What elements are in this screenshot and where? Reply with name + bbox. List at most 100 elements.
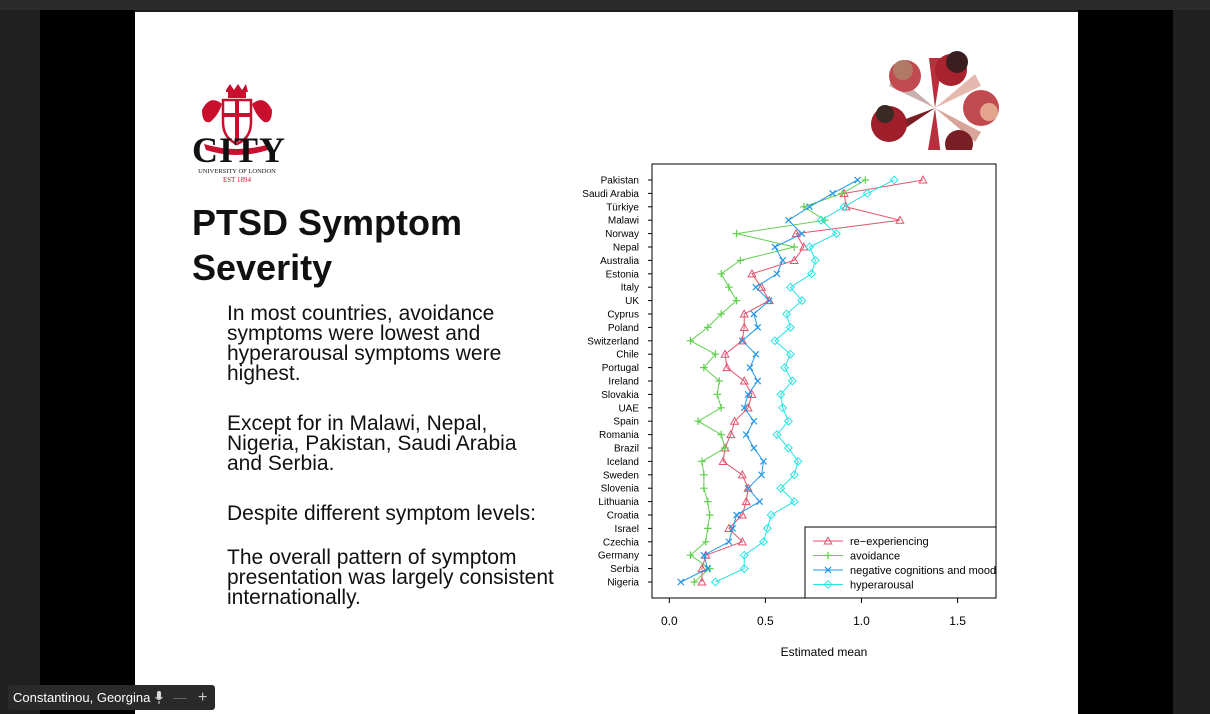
point-avoidance-portugal (700, 363, 708, 372)
point-negative-cognitions-and-mood-brazil (750, 444, 758, 452)
point-hyperarousal-poland (785, 322, 795, 332)
point-re-experiencing-uk (764, 295, 774, 305)
y-tick-label-chile: Chile (616, 350, 639, 361)
point-avoidance-romania (717, 430, 725, 439)
slide-title: PTSD Symptom Severity (192, 200, 522, 290)
point-hyperarousal-pakistan (889, 175, 899, 185)
point-avoidance-croatia (705, 511, 714, 519)
point-re-experiencing-lithuania (741, 496, 751, 506)
legend-marker-re-experiencing (823, 536, 833, 545)
point-re-experiencing-israel (724, 523, 734, 532)
point-negative-cognitions-and-mood-switzerland (738, 337, 746, 345)
point-hyperarousal-ireland (787, 376, 797, 386)
point-negative-cognitions-and-mood-nigeria (677, 578, 685, 586)
point-re-experiencing-malawi (895, 215, 905, 224)
point-negative-cognitions-and-mood-italy (752, 283, 760, 291)
y-tick-label-pakistan: Pakistan (601, 176, 639, 187)
legend-marker-negative-cognitions-and-mood (824, 566, 832, 574)
point-hyperarousal-uae (778, 403, 788, 413)
point-negative-cognitions-and-mood-poland (754, 323, 762, 331)
point-re-experiencing-slovakia (747, 389, 757, 398)
minimize-icon[interactable]: — (173, 689, 187, 705)
point-hyperarousal-brazil (783, 443, 793, 453)
plus-icon[interactable]: + (198, 689, 208, 706)
legend-label-hyperarousal: hyperarousal (850, 580, 914, 592)
legend: re−experiencing avoidance negative cogniti… (804, 526, 997, 599)
y-tick-label-switzerland: Switzerland (587, 336, 639, 347)
point-avoidance-australia (736, 256, 745, 265)
point-negative-cognitions-and-mood-t-rkiye (806, 203, 814, 211)
point-re-experiencing-switzerland (737, 335, 747, 345)
logo-wordmark: CITY (192, 130, 287, 170)
point-re-experiencing-pakistan (918, 175, 928, 184)
point-hyperarousal-nepal (805, 242, 815, 252)
point-hyperarousal-cyprus (782, 309, 792, 319)
y-tick-label-croatia: Croatia (607, 511, 640, 522)
point-negative-cognitions-and-mood-serbia (704, 565, 712, 573)
point-negative-cognitions-and-mood-iceland (759, 457, 767, 465)
point-hyperarousal-romania (772, 430, 782, 440)
point-negative-cognitions-and-mood-czechia (725, 538, 733, 546)
x-tick-label: 1.5 (949, 614, 966, 628)
point-negative-cognitions-and-mood-croatia (733, 511, 741, 519)
y-tick-label-czechia: Czechia (603, 537, 640, 548)
point-hyperarousal-portugal (780, 363, 790, 373)
x-tick-label: 0.5 (757, 614, 774, 628)
y-tick-label-iceland: Iceland (607, 457, 639, 468)
point-avoidance-uae (717, 404, 725, 412)
point-avoidance-sweden (700, 471, 708, 479)
point-re-experiencing-croatia (737, 510, 747, 519)
point-avoidance-switzerland (686, 337, 695, 345)
point-negative-cognitions-and-mood-ireland (754, 377, 762, 385)
point-re-experiencing-iceland (718, 456, 728, 465)
point-avoidance-lithuania (703, 497, 712, 506)
top-bar (0, 0, 1210, 10)
point-avoidance-ireland (715, 377, 724, 385)
point-hyperarousal-israel (762, 523, 772, 533)
point-hyperarousal-uk (797, 296, 807, 306)
point-avoidance-chile (711, 350, 720, 358)
x-tick-label: 0.0 (661, 614, 678, 628)
slide-title-line-2: Severity (192, 247, 333, 288)
point-negative-cognitions-and-mood-germany (700, 551, 708, 559)
y-tick-label-nigeria: Nigeria (607, 578, 639, 589)
point-avoidance-nigeria (690, 578, 699, 586)
point-negative-cognitions-and-mood-australia (779, 256, 787, 264)
paragraph-3-heading: Despite different symptom levels: (227, 502, 536, 525)
point-avoidance-brazil (721, 444, 729, 452)
y-tick-label-romania: Romania (599, 430, 639, 441)
paragraph-3-body: The overall pattern of symptom presentat… (227, 546, 554, 609)
point-re-experiencing-slovenia (743, 483, 753, 492)
point-hyperarousal-chile (785, 349, 795, 359)
point-negative-cognitions-and-mood-israel (729, 524, 737, 532)
y-tick-label-lithuania: Lithuania (598, 497, 639, 508)
point-avoidance-slovenia (700, 484, 708, 492)
point-hyperarousal-saudi-arabia (862, 188, 872, 198)
point-hyperarousal-malawi (816, 215, 826, 225)
point-negative-cognitions-and-mood-portugal (746, 364, 754, 372)
point-avoidance-slovakia (713, 390, 722, 399)
y-tick-label-poland: Poland (608, 323, 639, 334)
point-re-experiencing-sweden (737, 469, 747, 479)
point-negative-cognitions-and-mood-malawi (784, 216, 792, 224)
point-negative-cognitions-and-mood-chile (752, 350, 760, 358)
point-hyperarousal-spain (783, 416, 793, 426)
microphone-icon[interactable] (154, 691, 164, 704)
point-negative-cognitions-and-mood-norway (798, 230, 806, 238)
series-line-hyperarousal (715, 179, 895, 583)
point-avoidance-italy (725, 283, 733, 291)
y-tick-label-slovenia: Slovenia (601, 484, 640, 495)
point-hyperarousal-czechia (758, 537, 768, 547)
y-tick-label-australia: Australia (600, 256, 639, 267)
legend-marker-hyperarousal (823, 579, 833, 590)
point-hyperarousal-australia (810, 255, 820, 265)
y-tick-label-sweden: Sweden (603, 470, 639, 481)
y-tick-label-uae: UAE (618, 403, 639, 414)
point-negative-cognitions-and-mood-slovenia (744, 484, 752, 492)
point-hyperarousal-lithuania (789, 497, 799, 507)
point-hyperarousal-italy (785, 282, 795, 292)
point-avoidance-pakistan (861, 176, 870, 184)
participant-name: Constantinou, Georgina (13, 690, 151, 705)
point-re-experiencing-spain (729, 416, 740, 425)
point-hyperarousal-iceland (793, 456, 803, 466)
